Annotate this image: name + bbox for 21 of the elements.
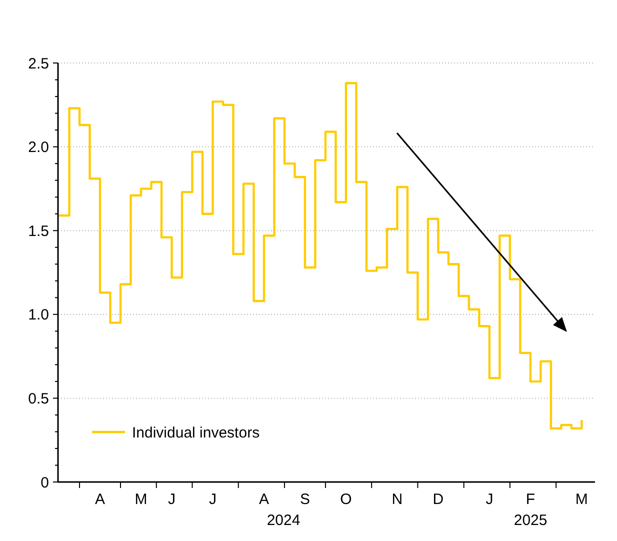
x-tick-label: M [575,491,588,508]
x-tick-label: M [134,491,148,508]
y-tick-label: 0.5 [28,390,49,408]
x-tick-label: J [486,491,494,508]
y-tick-label: 1.0 [28,306,49,324]
y-tick-label: 2.5 [28,55,49,72]
x-tick-label: F [526,491,536,508]
x-tick-label: J [208,491,216,508]
text: 2025 [514,512,548,529]
x-tick-label: D [432,491,444,508]
x-tick-label: A [258,491,269,508]
x-tick-label: N [392,491,403,508]
x-tick-label: O [340,491,352,508]
legend-label: Individual investors [132,424,260,442]
x-tick-label: A [95,491,106,508]
text: 2024 [266,512,300,529]
x-tick-label: S [300,491,310,508]
y-tick-label: 1.5 [28,222,49,240]
y-tick-label: 2.0 [28,139,49,156]
y-tick-label: 0 [40,474,49,492]
x-tick-label: J [168,491,176,508]
